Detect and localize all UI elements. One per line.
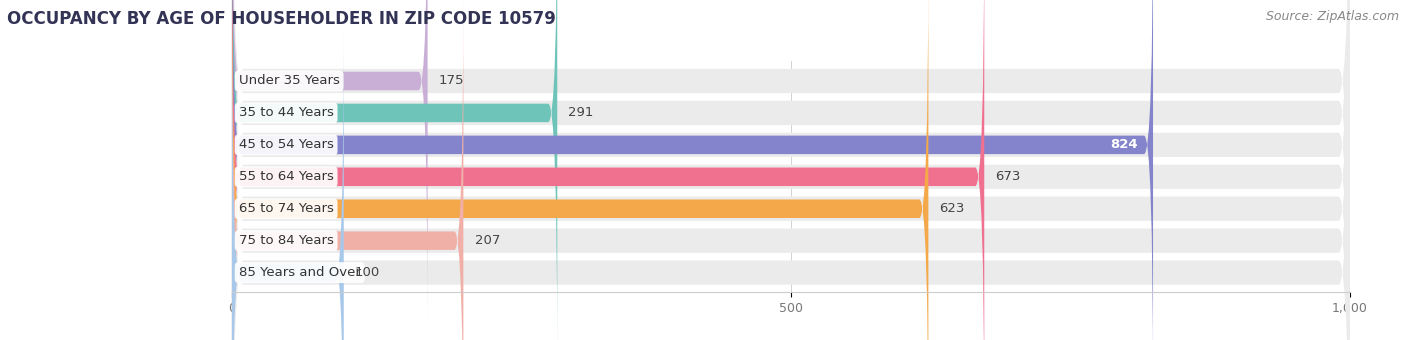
Text: Under 35 Years: Under 35 Years: [239, 74, 340, 87]
Text: 291: 291: [568, 106, 593, 119]
Text: 623: 623: [939, 202, 965, 215]
Text: 85 Years and Over: 85 Years and Over: [239, 266, 360, 279]
FancyBboxPatch shape: [232, 0, 557, 340]
FancyBboxPatch shape: [232, 0, 1350, 340]
FancyBboxPatch shape: [232, 0, 984, 340]
FancyBboxPatch shape: [232, 0, 1350, 340]
Text: OCCUPANCY BY AGE OF HOUSEHOLDER IN ZIP CODE 10579: OCCUPANCY BY AGE OF HOUSEHOLDER IN ZIP C…: [7, 10, 555, 28]
FancyBboxPatch shape: [232, 0, 1350, 340]
Text: Source: ZipAtlas.com: Source: ZipAtlas.com: [1265, 10, 1399, 23]
FancyBboxPatch shape: [232, 0, 464, 340]
Text: 824: 824: [1109, 138, 1137, 151]
FancyBboxPatch shape: [232, 0, 1350, 340]
Text: 35 to 44 Years: 35 to 44 Years: [239, 106, 333, 119]
Text: 100: 100: [354, 266, 380, 279]
Text: 55 to 64 Years: 55 to 64 Years: [239, 170, 333, 183]
Text: 175: 175: [439, 74, 464, 87]
Text: 673: 673: [995, 170, 1021, 183]
FancyBboxPatch shape: [232, 0, 928, 340]
FancyBboxPatch shape: [232, 0, 1350, 340]
FancyBboxPatch shape: [232, 0, 1350, 340]
Text: 45 to 54 Years: 45 to 54 Years: [239, 138, 333, 151]
Text: 75 to 84 Years: 75 to 84 Years: [239, 234, 333, 247]
Text: 207: 207: [475, 234, 501, 247]
FancyBboxPatch shape: [232, 0, 1153, 340]
FancyBboxPatch shape: [232, 27, 343, 340]
FancyBboxPatch shape: [232, 0, 427, 327]
FancyBboxPatch shape: [232, 0, 1350, 340]
Text: 65 to 74 Years: 65 to 74 Years: [239, 202, 333, 215]
